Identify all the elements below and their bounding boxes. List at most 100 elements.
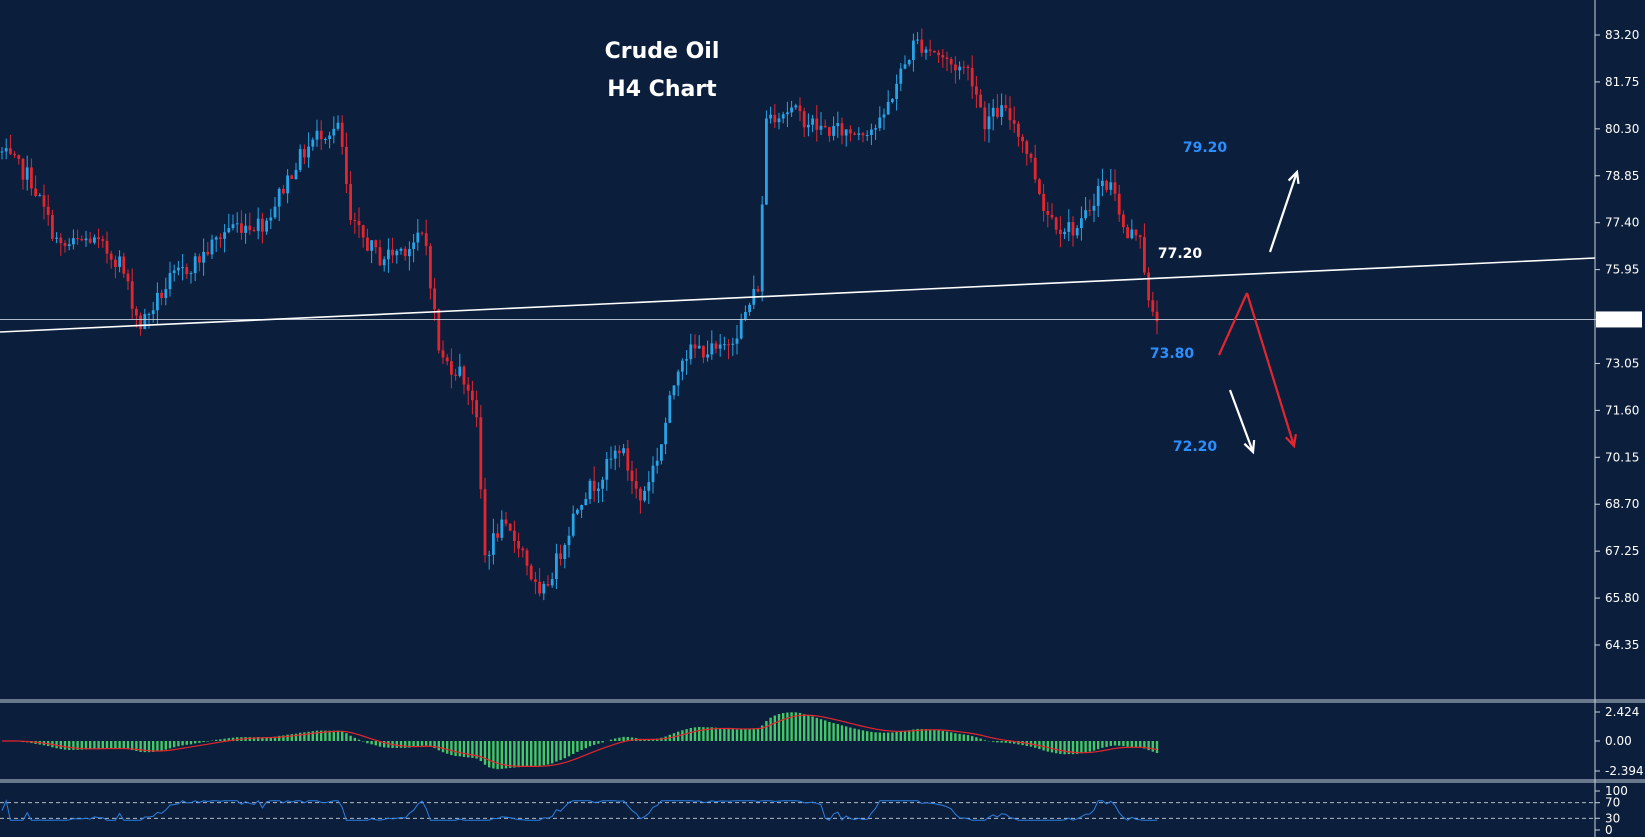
candle-body <box>332 128 336 136</box>
candle-body <box>151 310 155 315</box>
candle-body <box>773 114 777 123</box>
candle-body <box>1147 272 1150 301</box>
candle-body <box>903 64 907 69</box>
candle-body <box>697 345 701 349</box>
candle-body <box>1050 214 1054 218</box>
candle-body <box>471 390 474 401</box>
candle-body <box>67 244 71 246</box>
candle-body <box>240 223 243 233</box>
candle-body <box>273 206 277 218</box>
candle-body <box>353 220 357 222</box>
price-axis: 83.20 81.75 80.30 78.85 77.40 75.95 74.41 73.05… <box>1595 28 1642 652</box>
candle-body <box>945 57 949 60</box>
candle-body <box>143 314 147 330</box>
candle-body <box>559 553 562 559</box>
candle-body <box>815 118 819 130</box>
candle-body <box>731 343 735 345</box>
rsi-tick-label: 100 <box>1605 784 1628 798</box>
current-price-badge <box>1596 311 1642 328</box>
candle-body <box>370 240 373 251</box>
candle-body <box>4 148 8 152</box>
candle-body <box>714 343 718 349</box>
arrow-red-rise <box>1217 292 1249 356</box>
candle-body <box>357 220 361 226</box>
candle-body <box>1000 105 1003 117</box>
candle-body <box>1046 210 1050 215</box>
candle-body <box>882 114 886 118</box>
candle-body <box>63 243 67 246</box>
price-tick-label: 81.75 <box>1605 75 1639 89</box>
candle-body <box>391 249 394 256</box>
candle-body <box>702 345 705 358</box>
candle-body <box>1084 210 1087 219</box>
candle-body <box>345 146 348 185</box>
candle-body <box>424 233 428 246</box>
candle-body <box>765 118 768 205</box>
candle-body <box>849 129 852 134</box>
candle-body <box>244 225 247 233</box>
candle-body <box>282 188 285 194</box>
candle-body <box>1151 300 1155 312</box>
candle-body <box>861 133 865 136</box>
projection-arrows <box>1217 169 1300 455</box>
candle-body <box>336 122 340 129</box>
candle-body <box>626 448 630 471</box>
candle-body <box>555 553 558 580</box>
candle-body <box>1138 235 1142 238</box>
price-tick-label: 71.60 <box>1605 403 1639 417</box>
price-tick-label: 80.30 <box>1605 122 1639 136</box>
candle-body <box>202 251 205 263</box>
candle-body <box>664 422 667 445</box>
candle-body <box>517 541 520 549</box>
candle-body <box>1025 141 1029 154</box>
candle-body <box>177 267 180 271</box>
candle-body <box>261 218 264 232</box>
candle-body <box>118 256 121 267</box>
candle-body <box>508 523 512 531</box>
candle-body <box>429 245 432 289</box>
candle-body <box>588 480 592 500</box>
arrow-down-white-head <box>1243 439 1256 455</box>
candle-body <box>987 116 991 130</box>
candle-body <box>605 459 609 480</box>
candle-body <box>38 195 42 197</box>
candle-body <box>1054 217 1058 230</box>
candle-body <box>130 281 134 309</box>
candle-body <box>1021 136 1024 142</box>
candle-body <box>466 384 470 391</box>
candle-body <box>538 581 541 594</box>
candle-body <box>1143 237 1146 273</box>
candle-body <box>147 314 151 316</box>
macd-tick-label: 0.00 <box>1605 734 1632 748</box>
candle-body <box>93 237 96 243</box>
candle-body <box>794 105 798 108</box>
candle-body <box>1029 153 1033 158</box>
candle-body <box>899 68 903 84</box>
candle-body <box>286 175 289 194</box>
candle-body <box>206 251 210 255</box>
candle-body <box>420 232 424 234</box>
candle-body <box>823 125 827 128</box>
candle-body <box>97 237 100 240</box>
candle-body <box>970 67 974 87</box>
candle-body <box>1092 205 1096 211</box>
candle-body <box>525 550 529 566</box>
candles <box>0 28 1159 601</box>
level-label: 72.20 <box>1173 439 1218 455</box>
candle-body <box>374 240 378 248</box>
candle-body <box>122 256 126 274</box>
candle-body <box>668 395 672 423</box>
candle-body <box>723 344 726 346</box>
candle-body <box>790 107 793 113</box>
price-tick-label: 78.85 <box>1605 169 1639 183</box>
candle-body <box>13 153 16 156</box>
candle-body <box>269 217 273 221</box>
candle-body <box>954 64 957 71</box>
candle-body <box>546 583 550 586</box>
candle-body <box>710 343 714 355</box>
candle-body <box>189 273 193 275</box>
candle-body <box>1075 228 1079 236</box>
candle-body <box>962 66 966 68</box>
candle-body <box>1008 108 1012 121</box>
